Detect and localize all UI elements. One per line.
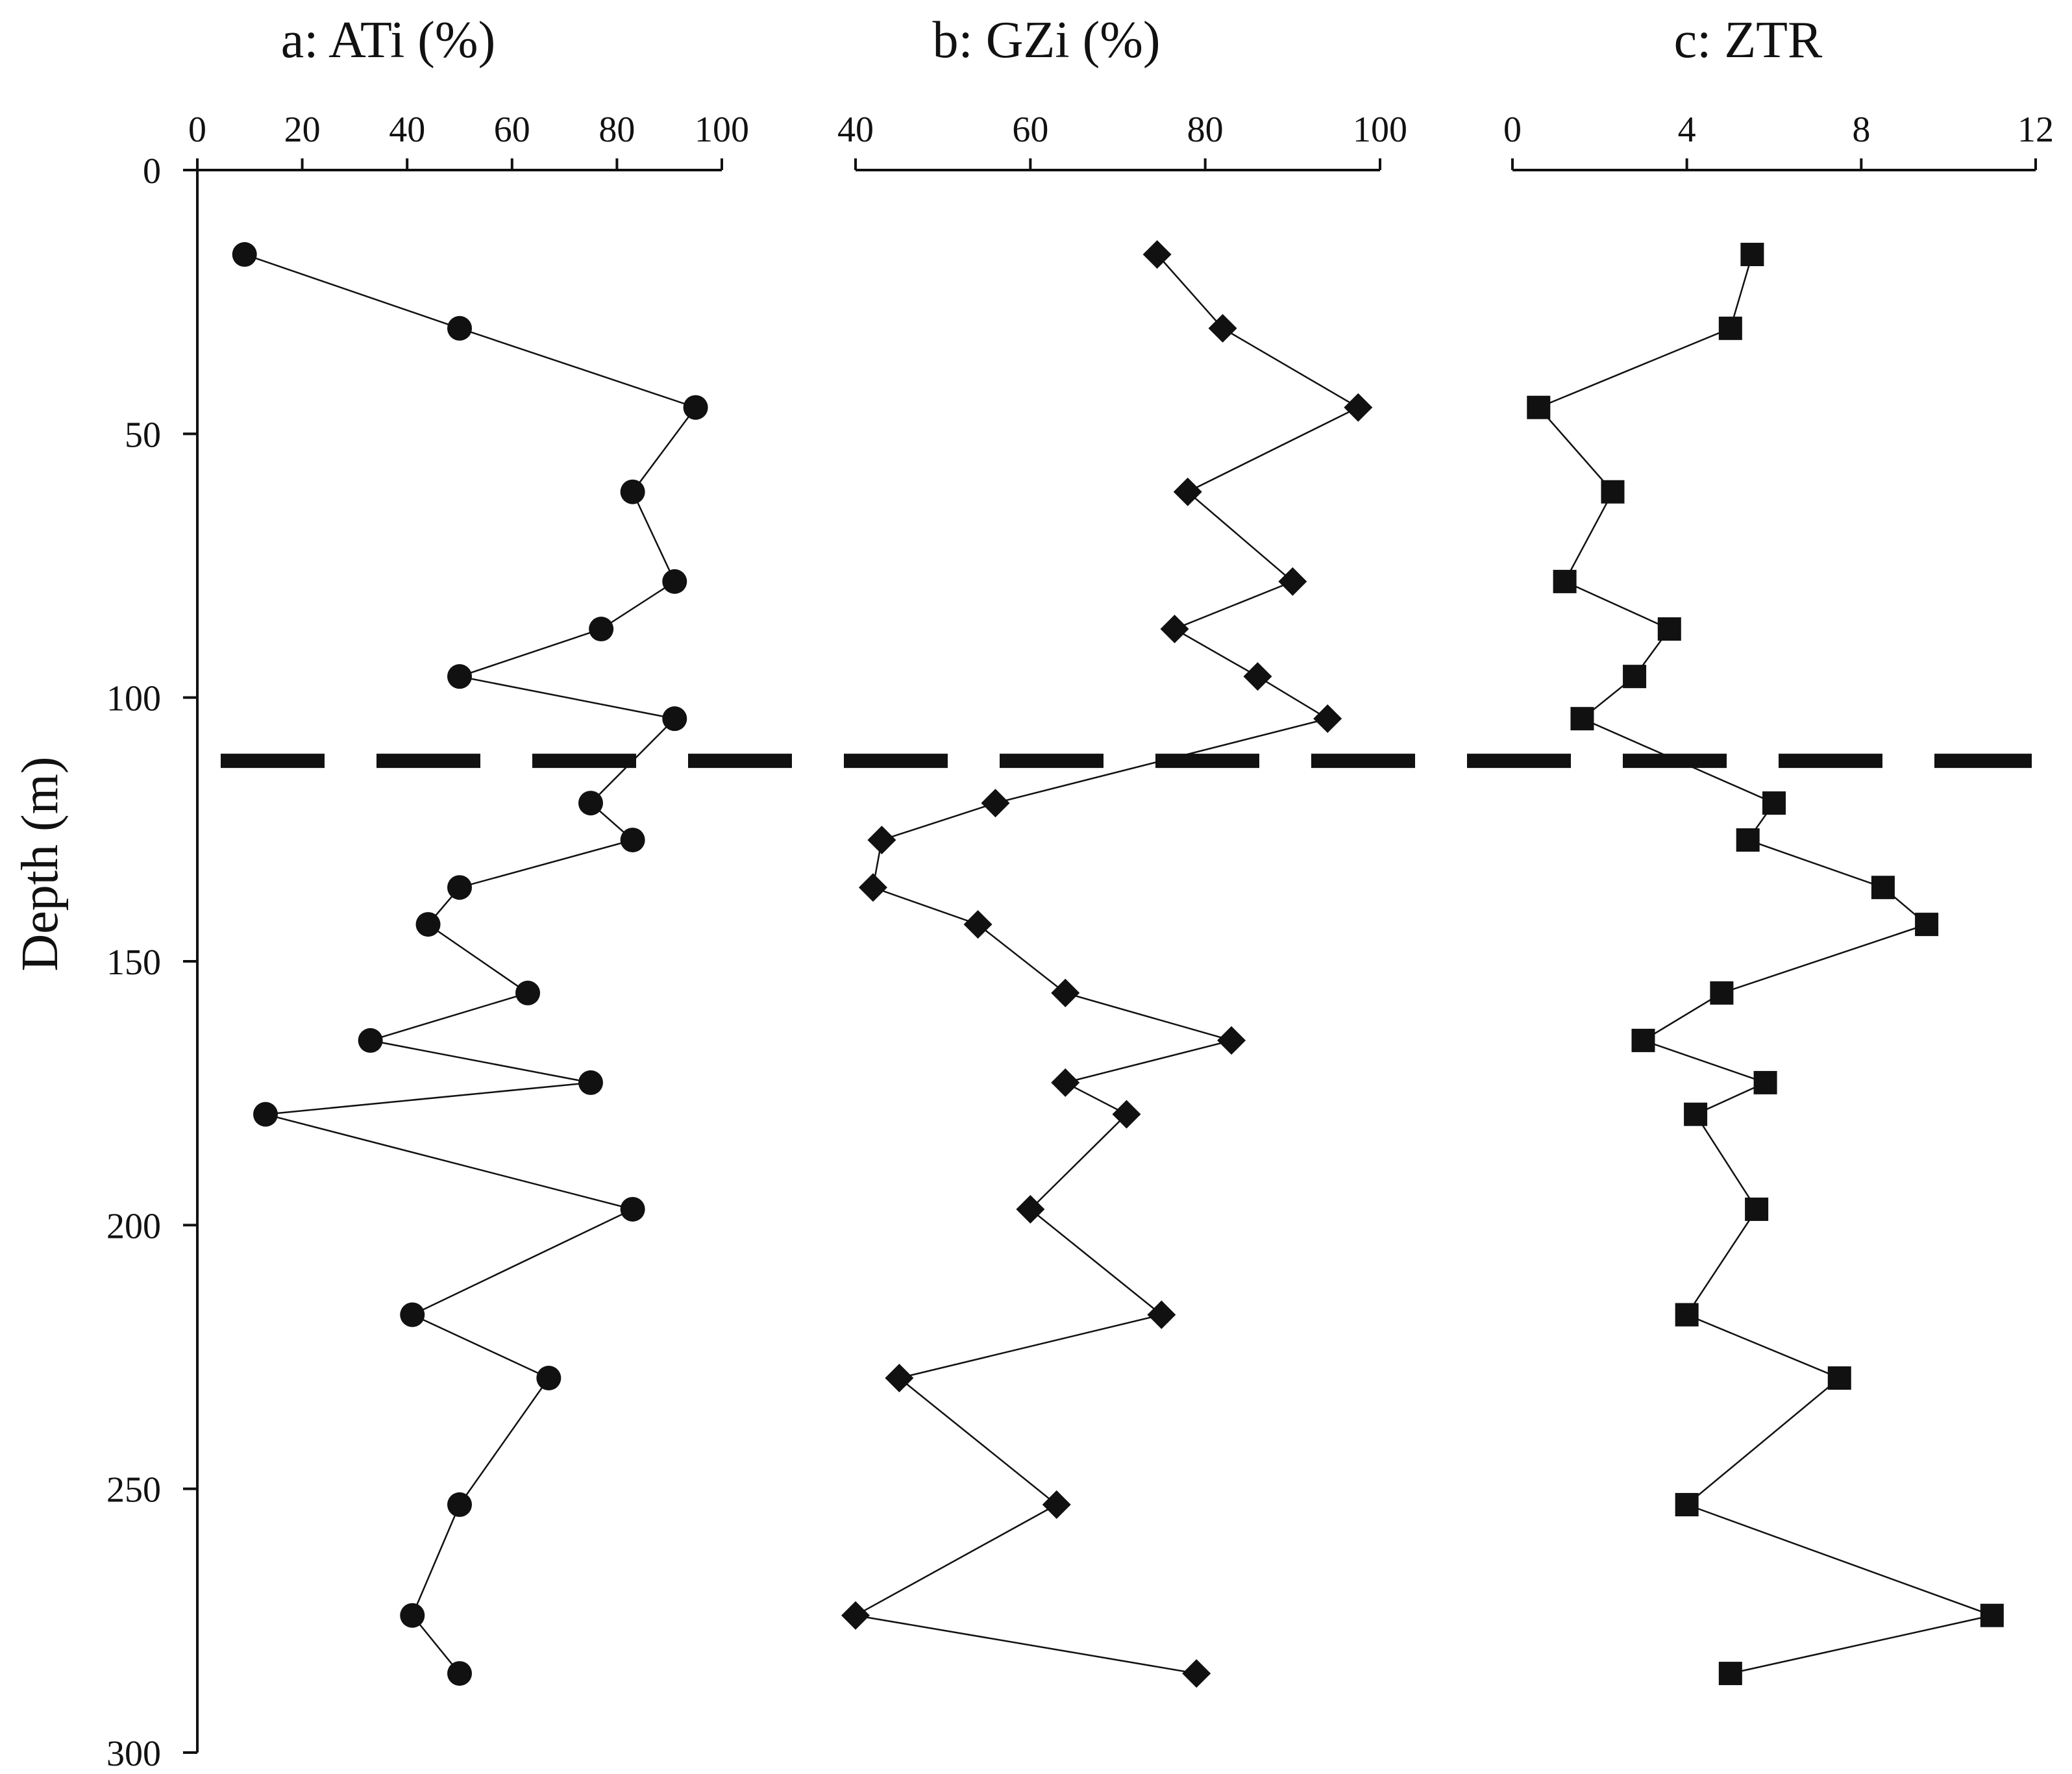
panel-a-data-point [400,1302,425,1327]
panel-c-data-point [1675,1493,1699,1517]
panel-c-x-tick-label: 8 [1852,110,1870,150]
panel-c-data-point [1623,665,1647,689]
panel-b-data-point [981,789,1010,818]
panel-c-series-line [1537,254,1995,1675]
panel-c-data-point [1736,828,1760,852]
panel-c-x-tick-label: 4 [1678,110,1696,150]
panel-b-data-point [1173,477,1202,506]
panel-a-data-point [515,980,541,1005]
panel-c-data-point [1553,569,1577,593]
y-tick-label: 200 [106,1206,161,1246]
panel-b-data-point [1278,567,1307,596]
panel-b-data-point [1160,615,1189,644]
panel-b-data-point [1313,704,1342,733]
panel-b-data-point [1344,393,1373,422]
panel-c-data-point [1527,395,1551,419]
panel-a-data-point [415,912,441,937]
panel-a-data-point [620,479,645,504]
panel-a-data-point [447,1661,472,1686]
panel-a-x-tick-label: 20 [284,110,321,150]
y-tick-label: 250 [106,1470,161,1510]
panel-a-data-point [400,1603,425,1628]
panel-c-data-point [1710,981,1734,1005]
panel-b-data-point [1208,314,1237,343]
panel-a-data-point [253,1102,278,1127]
panel-a-x-tick-label: 0 [188,110,206,150]
y-tick-label: 150 [106,942,161,983]
panel-a-data-point [620,828,645,853]
panel-b-data-point [867,826,896,855]
panel-a-data-point [662,569,687,594]
panel-a-data-point [620,1196,645,1222]
panel-a-x-tick-label: 60 [494,110,530,150]
panel-b-data-point [885,1364,914,1393]
panel-a-data-point [683,395,708,420]
panel-c-data-point [1684,1102,1708,1126]
panel-b-x-tick-label: 60 [1012,110,1048,150]
panel-c-data-point [1570,707,1594,731]
panel-a-title: a: ATi (%) [281,12,495,69]
panel-b-x-tick-label: 40 [837,110,874,150]
panel-b-title: b: GZi (%) [932,12,1160,69]
panel-b-data-point [1042,1490,1071,1520]
panel-b-x-tick-label: 80 [1187,110,1224,150]
panel-b-data-point [858,873,887,902]
panel-c-data-point [1762,791,1786,815]
panel-c-data-point [1718,316,1742,340]
panel-a-data-point [358,1028,383,1053]
panel-b-data-point [1051,978,1080,1007]
panel-b-data-point [1016,1194,1045,1224]
panel-a-x-tick-label: 40 [389,110,425,150]
panel-a-data-point [447,315,472,341]
panel-c-x-tick-label: 0 [1503,110,1522,150]
panel-a-data-point [578,1070,603,1095]
panel-a-data-point [447,875,472,900]
y-tick-label: 50 [125,415,161,455]
panel-b-data-point [1243,662,1272,691]
panel-a-series-line [244,253,697,1674]
panel-c-data-point [1601,480,1625,504]
y-tick-label: 100 [106,679,161,719]
panel-c-title: c: ZTR [1674,12,1823,69]
panel-b-data-point [1142,240,1172,269]
y-axis-label: Depth (m) [12,756,69,971]
panel-c-data-point [1631,1028,1655,1052]
panel-c-data-point [1915,913,1939,937]
panel-a-x-tick-label: 80 [598,110,635,150]
y-tick-label: 300 [106,1734,161,1774]
axes-layer [183,158,2037,1754]
panel-a-data-point [578,791,603,816]
panel-c-data-point [1753,1070,1777,1094]
panel-c-data-point [1675,1303,1699,1327]
panel-a-data-point [589,617,614,642]
panel-c-data-point [1740,243,1764,267]
y-tick-label: 0 [143,151,161,191]
panel-c-x-tick-label: 12 [2017,110,2054,150]
panel-a-data-point [662,706,687,732]
panel-a-x-tick-label: 100 [695,110,749,150]
panel-b-data-point [1051,1068,1080,1097]
panel-b-series-line [853,254,1360,1675]
panel-b-data-point [963,910,993,939]
panel-c-data-point [1980,1603,2004,1627]
panel-c-data-point [1745,1197,1769,1221]
panel-b-data-point [1217,1026,1246,1055]
panel-b-data-point [1182,1659,1211,1688]
panel-a-data-point [232,242,257,267]
panel-a-data-point [447,1492,472,1518]
panel-c-data-point [1657,617,1681,641]
panel-b-data-point [1147,1300,1176,1329]
panel-a-data-point [536,1366,561,1391]
panel-c-data-point [1718,1662,1742,1686]
panel-b-x-tick-label: 100 [1353,110,1407,150]
panel-a-data-point [447,664,472,689]
panel-c-data-point [1827,1366,1851,1390]
panel-b-data-point [1112,1100,1141,1129]
panel-b-data-point [841,1601,870,1630]
series-layer [232,240,2004,1688]
panel-c-data-point [1871,876,1895,900]
